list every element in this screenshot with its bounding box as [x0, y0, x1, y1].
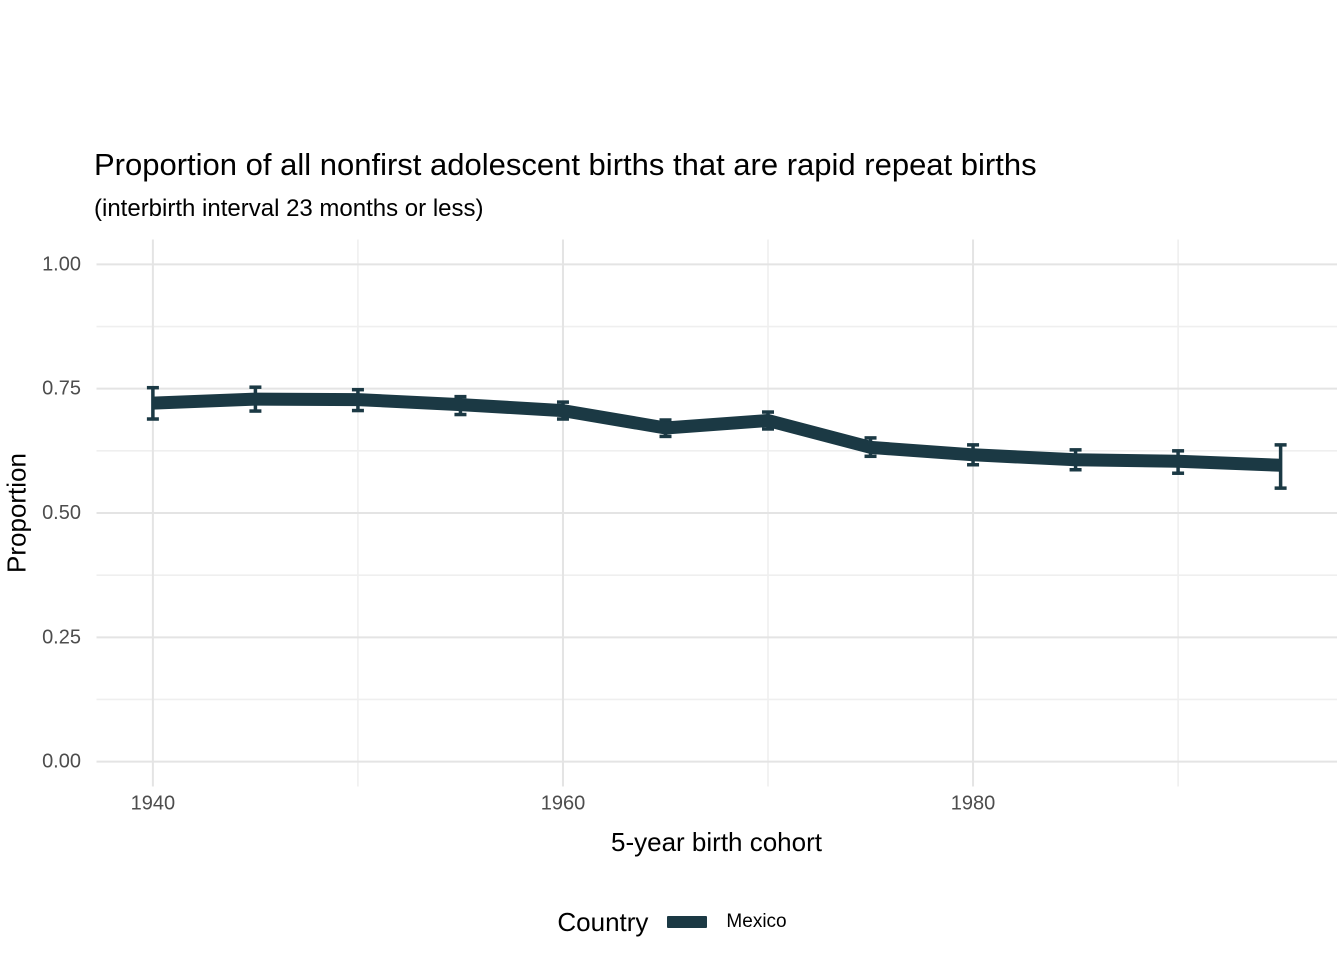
chart-subtitle: (interbirth interval 23 months or less)	[94, 195, 484, 222]
axis-tick-labels: 0.00 0.25 0.50 0.75 1.00 1940 1960 1980	[42, 253, 995, 814]
x-tick-label: 1960	[541, 793, 586, 815]
y-tick-label: 0.25	[42, 626, 81, 648]
x-tick-label: 1940	[131, 793, 176, 815]
chart-title: Proportion of all nonfirst adolescent bi…	[94, 147, 1037, 182]
y-tick-label: 0.50	[42, 502, 81, 524]
y-tick-label: 0.75	[42, 378, 81, 400]
x-axis-title: 5-year birth cohort	[611, 827, 822, 857]
y-axis-title: Proportion	[1, 453, 32, 573]
y-tick-label: 1.00	[42, 253, 81, 275]
x-tick-label: 1980	[951, 793, 996, 815]
legend-swatch-mexico	[667, 916, 708, 928]
series-line-mexico	[152, 392, 1281, 472]
error-bar	[146, 385, 159, 421]
series-lines	[152, 392, 1281, 472]
gridlines-major	[96, 239, 1337, 787]
legend: Country Mexico	[0, 902, 1344, 942]
legend-title: Country	[557, 906, 649, 937]
legend-label-mexico: Mexico	[726, 911, 787, 932]
y-tick-label: 0.00	[42, 751, 81, 773]
error-bar	[1274, 443, 1287, 490]
